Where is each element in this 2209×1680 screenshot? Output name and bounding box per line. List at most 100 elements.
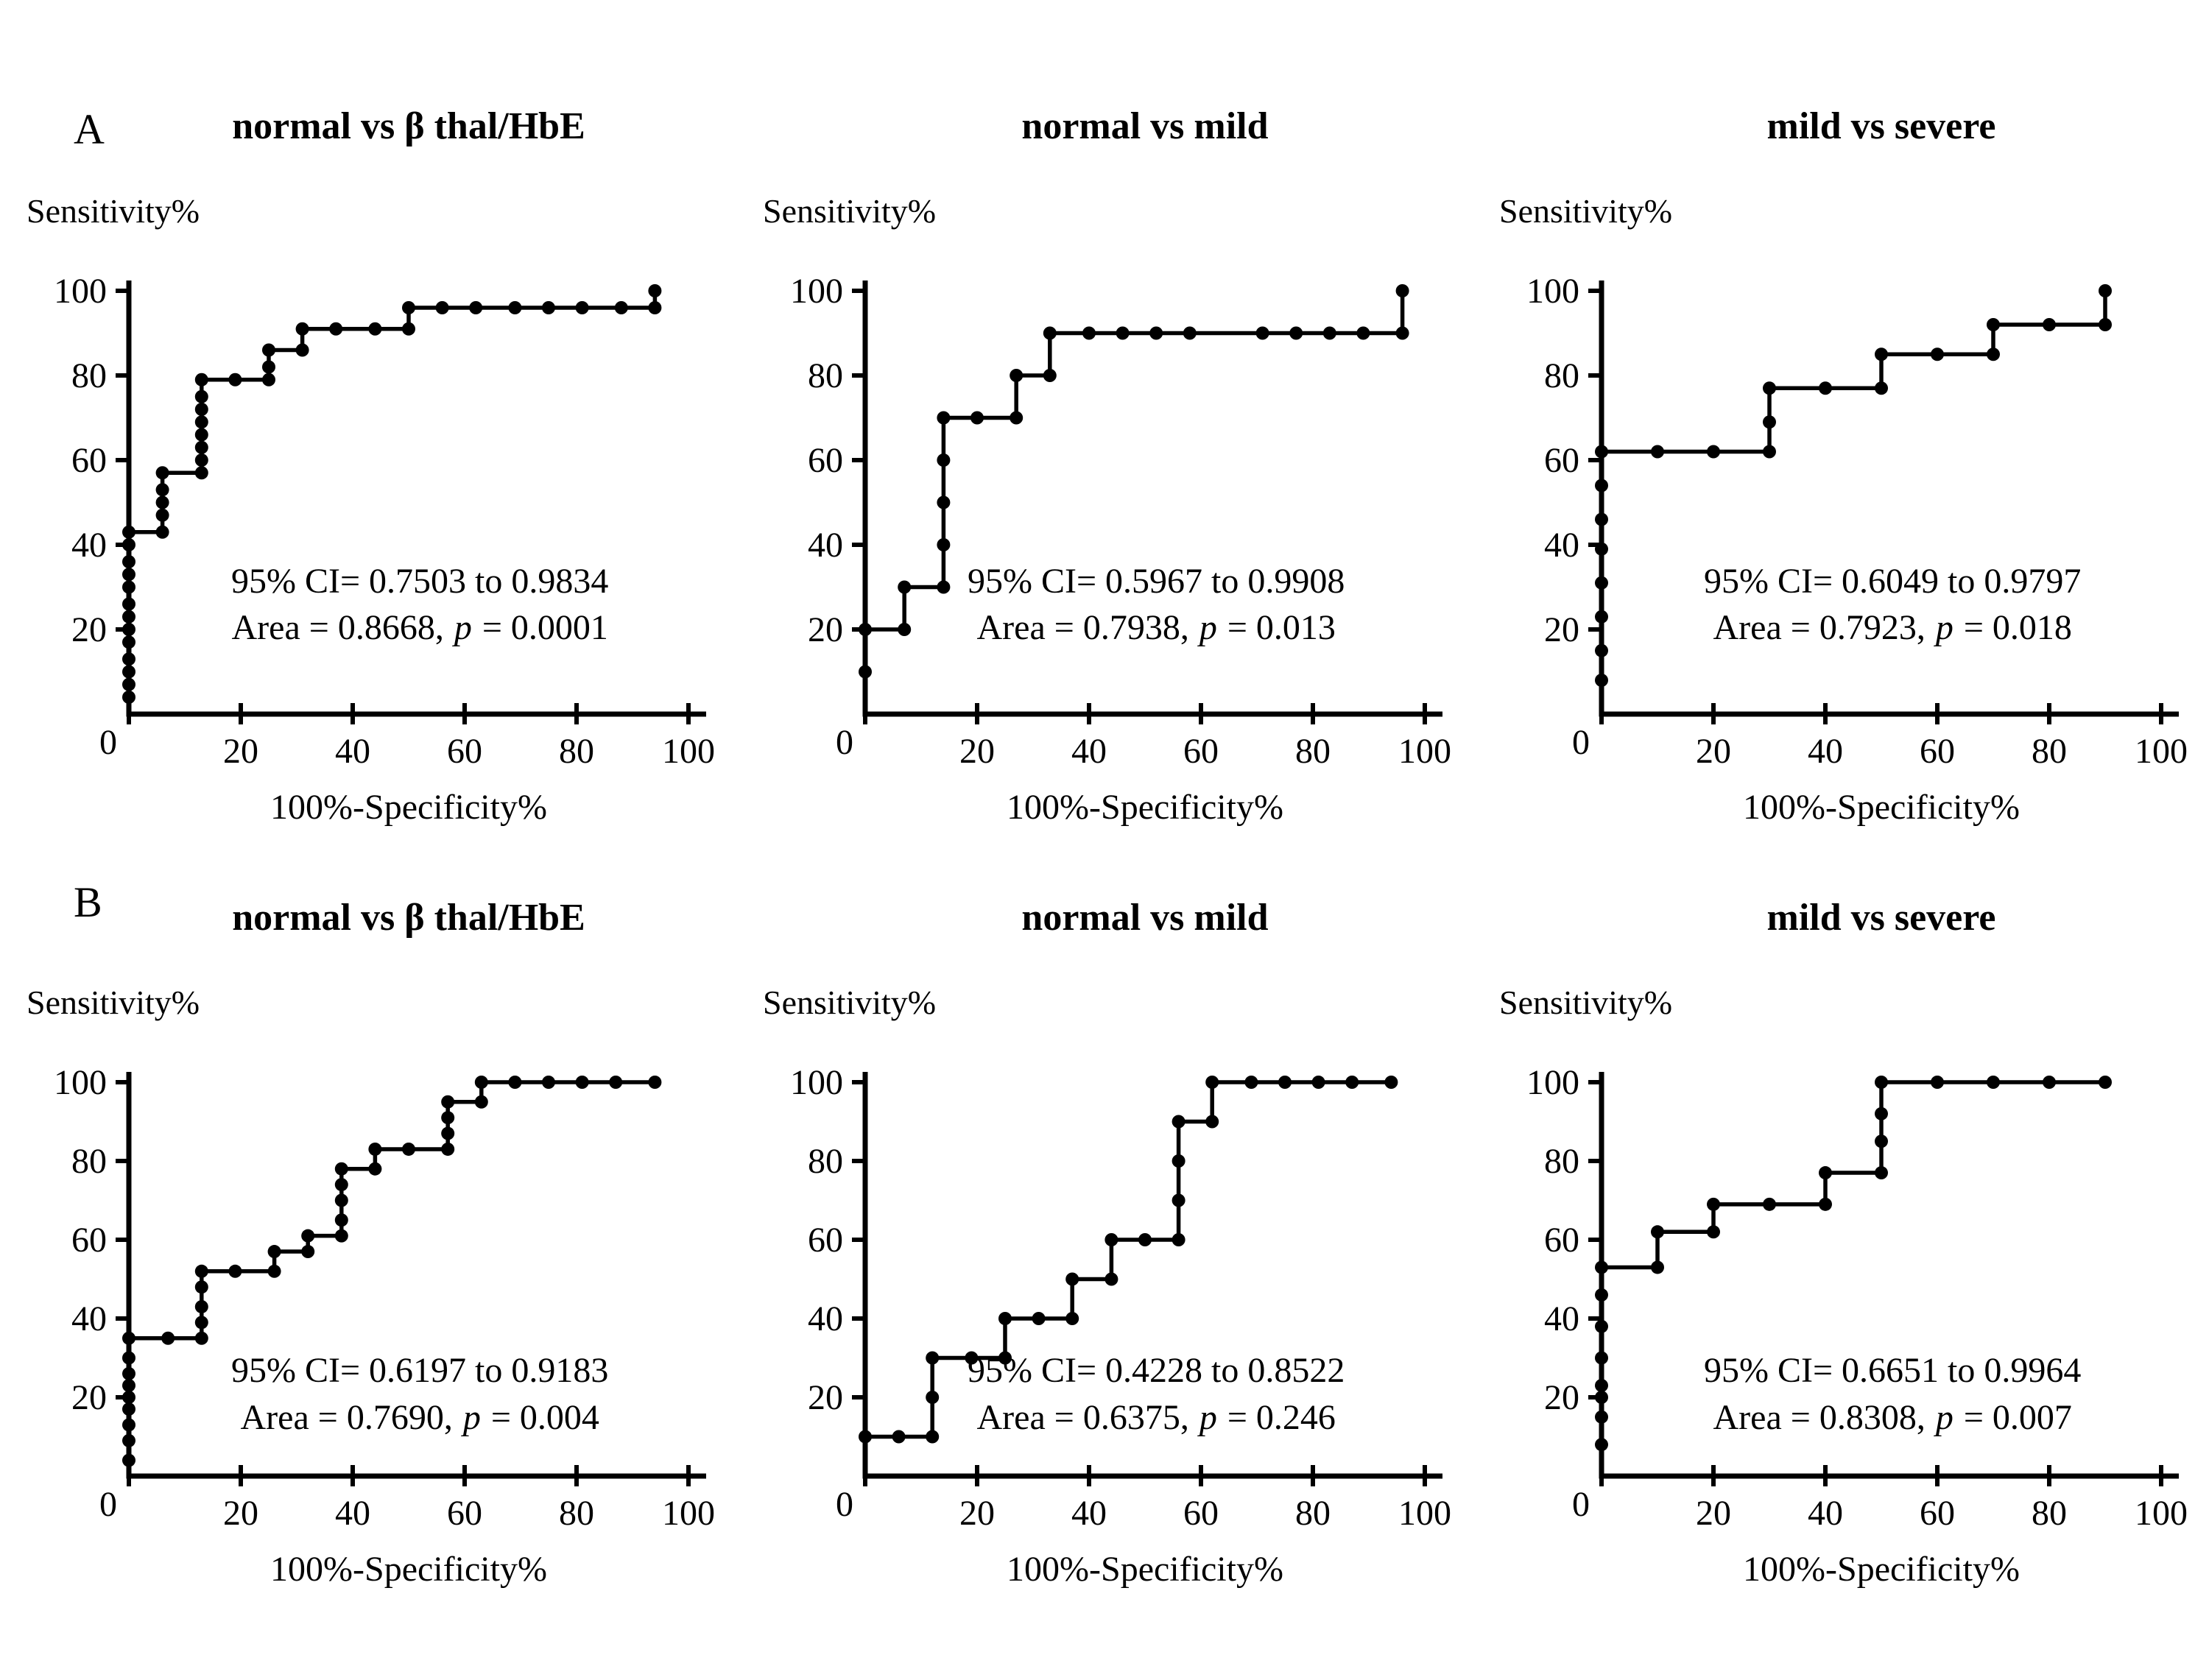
roc-point [155,508,169,522]
y-axis-label: Sensitivity% [27,192,200,230]
y-axis-label: Sensitivity% [763,192,936,230]
roc-point [1138,1233,1152,1246]
roc-point [1172,1233,1185,1246]
chart-title: normal vs β thal/HbE [232,897,585,939]
roc-point [1875,1076,1888,1089]
origin-tick-label: 0 [1572,723,1590,762]
roc-point [194,415,208,429]
roc-point [1384,1076,1398,1089]
roc-point [937,495,951,509]
roc-point [368,322,382,336]
roc-curve [1599,1080,2105,1445]
x-tick-label: 60 [1920,1494,1955,1533]
roc-point [122,1402,135,1416]
y-tick-label: 20 [808,1378,843,1417]
roc-point [1763,445,1776,459]
roc-point [1395,284,1409,297]
roc-point [859,665,872,679]
roc-point [267,1264,281,1278]
roc-point [122,1378,135,1392]
roc-point [122,677,135,691]
roc-point [122,1366,135,1380]
roc-point [122,1453,135,1467]
roc-point [609,1076,623,1089]
roc-point [1875,347,1888,361]
x-tick-label: 20 [223,732,258,771]
roc-point [1595,1351,1608,1365]
x-tick-label: 40 [1071,732,1107,771]
roc-point [122,623,135,636]
y-tick-label: 60 [1544,1221,1579,1260]
roc-point [1255,326,1269,340]
roc-point [2099,284,2112,297]
roc-chart-a-normal-vs-bthal: normal vs β thal/HbE Sensitivity% 20 40 60 80… [0,81,736,847]
x-tick-label: 80 [559,732,594,771]
roc-point [998,1312,1012,1325]
roc-point [194,1299,208,1313]
panel-label-a: A [74,105,105,153]
roc-point [122,580,135,594]
chart-title: normal vs β thal/HbE [232,105,585,147]
roc-point [334,1162,348,1176]
roc-point [1595,1391,1608,1404]
roc-point [295,322,309,336]
roc-point [435,301,449,314]
x-tick-label: 60 [1920,732,1955,771]
roc-point [1104,1272,1118,1286]
roc-point [1043,326,1057,340]
area-annotation: Area = 0.7923, p = 0.018 [1713,608,2071,647]
roc-point [122,555,135,568]
roc-point [402,301,415,314]
roc-point [1819,1166,1832,1180]
x-tick-label: 20 [1696,1494,1731,1533]
roc-point [1183,326,1197,340]
roc-chart-a-normal-vs-mild: normal vs mild Sensitivity% 20 40 60 80 100 0 20… [736,81,1473,847]
roc-point [1149,326,1163,340]
y-axis-label: Sensitivity% [27,984,200,1021]
ci-annotation: 95% CI= 0.6049 to 0.9797 [1704,562,2081,601]
roc-point [926,1351,940,1365]
roc-point [329,322,343,336]
y-tick-label: 100 [54,1063,107,1102]
y-tick-label: 100 [1526,1063,1579,1102]
roc-point [1032,1312,1046,1325]
roc-point [926,1430,940,1444]
roc-point [194,403,208,416]
roc-point [122,568,135,582]
roc-point [1875,1166,1888,1180]
roc-point [122,1418,135,1432]
roc-point [262,360,275,374]
chart-title: mild vs severe [1767,105,1996,147]
roc-point [1595,1260,1608,1274]
roc-point [1987,1076,2000,1089]
roc-point [575,301,589,314]
roc-point [998,1351,1012,1365]
ci-annotation: 95% CI= 0.6651 to 0.9964 [1704,1351,2081,1390]
roc-point [1116,326,1130,340]
ci-annotation: 95% CI= 0.7503 to 0.9834 [231,562,608,601]
y-tick-label: 60 [808,1221,843,1260]
roc-point [194,389,208,403]
roc-point [474,1095,488,1109]
panel-label-b: B [74,878,102,926]
roc-point [1322,326,1336,340]
roc-point [1010,369,1024,382]
y-tick-label: 20 [808,610,843,649]
roc-point [575,1076,589,1089]
y-tick-label: 40 [808,1299,843,1338]
roc-point [1707,1197,1720,1211]
roc-point [1595,1438,1608,1452]
roc-point [898,623,912,636]
y-tick-label: 40 [808,526,843,565]
x-tick-label: 100 [2135,1494,2188,1533]
y-tick-label: 100 [1526,272,1579,311]
roc-point [228,1264,242,1278]
roc-point [937,411,951,425]
roc-point [937,580,951,594]
roc-point [1595,445,1608,459]
x-tick-label: 20 [1696,732,1731,771]
roc-chart-b-mild-vs-severe: mild vs severe Sensitivity% 20 40 60 80 100 0 20… [1473,872,2209,1638]
roc-point [194,1316,208,1330]
roc-point [1278,1076,1292,1089]
roc-point [1172,1193,1185,1207]
